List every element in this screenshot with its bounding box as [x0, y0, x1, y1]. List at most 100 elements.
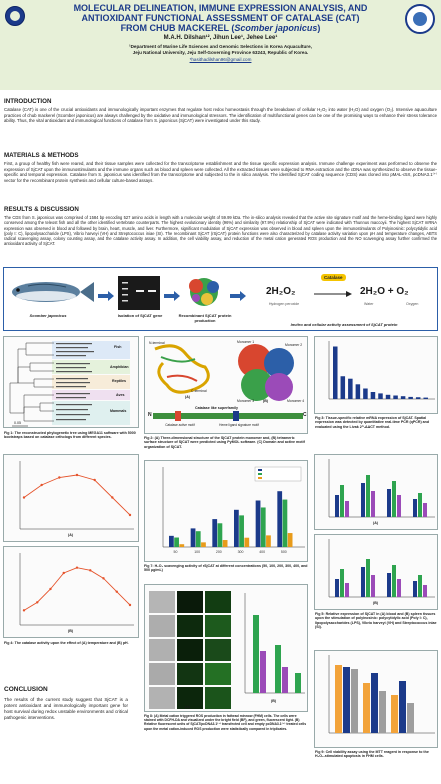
authors: M.A.H. Dilshan¹², Jihun Lee¹, Jehee Lee¹ — [163, 35, 278, 41]
bar — [190, 528, 196, 547]
domain-c: C — [303, 412, 307, 418]
results-text: The CDS from S. japonicus was comprised … — [4, 215, 437, 247]
bar — [348, 378, 353, 399]
domain-title: Catalase like superfamily — [195, 406, 238, 410]
monomer4-label: Monomer 4 — [287, 399, 305, 403]
poster-title-line2: ANTIOXIDANT FUNCTIONAL ASSESSMENT OF CAT… — [81, 13, 360, 23]
domain-n: N — [148, 412, 152, 418]
fig4-caption: Fig 4: The catalase activity upon the ef… — [4, 641, 129, 645]
oxygen-label: Oxygen — [406, 302, 419, 306]
fig5a-label: (A) — [373, 521, 378, 525]
bar — [266, 535, 271, 547]
water-label: Water — [364, 302, 374, 306]
protein-production-label: Recombinant SjCAT protein production — [178, 313, 232, 323]
mackerel-fish-icon — [12, 282, 94, 302]
catalase-badge: Catalase — [321, 274, 346, 281]
fig8a-label: (A) — [185, 705, 190, 709]
phylogenetic-tree-graphic — [9, 341, 130, 427]
fig5a-bar-chart — [328, 459, 435, 518]
results-heading: RESULTS & DISCUSSION — [4, 206, 79, 213]
data-point — [22, 609, 26, 612]
fig9-cell-viability — [314, 650, 438, 748]
bar — [239, 515, 244, 547]
fig5-caption: Fig 5: Relative expression of SjCAT in (… — [315, 612, 437, 630]
tick-label: 100 — [194, 550, 200, 554]
author-email-link[interactable]: *hasithadilshan96@gmail.com — [189, 57, 252, 62]
affiliation-line2: Jeju National University, Jeju Self-Gove… — [132, 50, 309, 55]
bar — [195, 531, 201, 547]
catalase-motif-label: Catalase active motif — [165, 423, 195, 427]
methods-heading: MATERIALS & METHODS — [4, 152, 79, 159]
fig8-caption: Fig 8: (A) Metal cation triggered ROS pr… — [144, 714, 307, 731]
fig4a-label: (A) — [68, 533, 73, 537]
data-point — [62, 571, 65, 575]
fig5a-blood-expression: (A) — [314, 454, 438, 530]
data-point — [22, 496, 26, 499]
tree-scale-label: 0.05 — [14, 421, 21, 425]
equation-right: 2H₂O + O₂ — [360, 286, 409, 297]
series-line — [23, 474, 131, 516]
fig2-label-b: (B) — [263, 399, 268, 403]
heme-motif-label: Heme ligand signature motif — [219, 423, 259, 427]
data-point — [49, 587, 52, 591]
tick-label: 400 — [259, 550, 265, 554]
bar — [393, 395, 398, 399]
arrow-icon — [98, 291, 114, 301]
n-terminal-label: N-terminal — [149, 341, 165, 345]
bar — [169, 535, 174, 547]
data-point — [89, 569, 92, 572]
conclusion-text: The results of the current study suggest… — [4, 697, 128, 720]
data-point — [36, 601, 39, 604]
fig9-caption: Fig 9: Cell viability assay using the MT… — [315, 750, 429, 759]
fig4b-ph-chart: (B) — [3, 546, 139, 638]
equation-left: 2H₂O₂ — [266, 286, 296, 297]
bar — [179, 544, 185, 547]
fig5b-label: (B) — [373, 601, 378, 605]
fig3-caption: Fig 3: Tissue-specific relative mRNA exp… — [315, 416, 430, 429]
fig4b-line-chart — [19, 553, 134, 626]
poster-header: MOLECULAR DELINEATION, IMMUNE EXPRESSION… — [0, 0, 441, 90]
introduction-text: Catalase (CAT) is one of the crucial ant… — [4, 107, 437, 124]
arrow-icon — [230, 291, 246, 301]
bar — [363, 388, 368, 399]
bar — [340, 376, 346, 399]
fig8b-label: (B) — [271, 699, 276, 703]
workflow-graphics — [12, 276, 352, 310]
monomer-ribbon-icon — [154, 344, 210, 394]
data-point — [93, 478, 96, 482]
methods-text: First, a group of healthy fish were rear… — [4, 161, 437, 183]
assay-label: Invitro and cellular activity assessment… — [290, 322, 398, 327]
bar — [244, 537, 250, 547]
data-point — [102, 577, 105, 580]
gel-electrophoresis-icon — [118, 276, 160, 310]
arrow-icon — [164, 291, 180, 301]
group-label-mammals: Mammals — [110, 409, 127, 413]
affiliation-line1: ¹Department of Marine Life Sciences and … — [129, 44, 312, 49]
fig2-caption: Fig 2: (A) Three-dimensional structure o… — [144, 436, 305, 449]
bar — [378, 393, 383, 399]
bar — [282, 499, 288, 547]
bar — [400, 396, 406, 399]
fig5b-spleen-expression: (B) — [314, 534, 438, 610]
fig3-bar-chart — [328, 341, 435, 400]
group-label-amphibian: Amphibian — [110, 365, 129, 369]
bar — [201, 542, 206, 547]
data-point — [75, 566, 79, 569]
workflow-strip: Scomber japonicus Isolation of SjCAT gen… — [3, 267, 438, 331]
bar — [222, 540, 228, 547]
fig7-caption: Fig 7: H₂O₂ scavenging activity of rSjCA… — [144, 564, 308, 573]
tick-label: 50 — [174, 550, 178, 554]
fig1-phylogenetic-tree: Fish Amphibian Reptiles Aves Mammals 0.0… — [3, 336, 139, 428]
conclusion-heading: CONCLUSION — [4, 686, 48, 693]
fig4a-line-chart — [19, 461, 134, 530]
fig2-label-a: (A) — [185, 395, 190, 399]
data-point — [115, 590, 118, 593]
fig3-tissue-expression — [314, 336, 438, 414]
bar — [423, 397, 428, 399]
fig7-scavenging-chart: 50 100 200 300 400 500 — [144, 460, 308, 562]
tick-label: 500 — [281, 550, 287, 554]
bar — [255, 500, 261, 547]
poster-title-line3: FROM CHUB MACKEREL (Scomber japonicus) — [120, 23, 321, 33]
fig2-protein-structure: (A) (B) Monomer 1 Monomer 2 Monomer 3 Mo… — [144, 336, 308, 434]
data-point — [128, 513, 132, 517]
